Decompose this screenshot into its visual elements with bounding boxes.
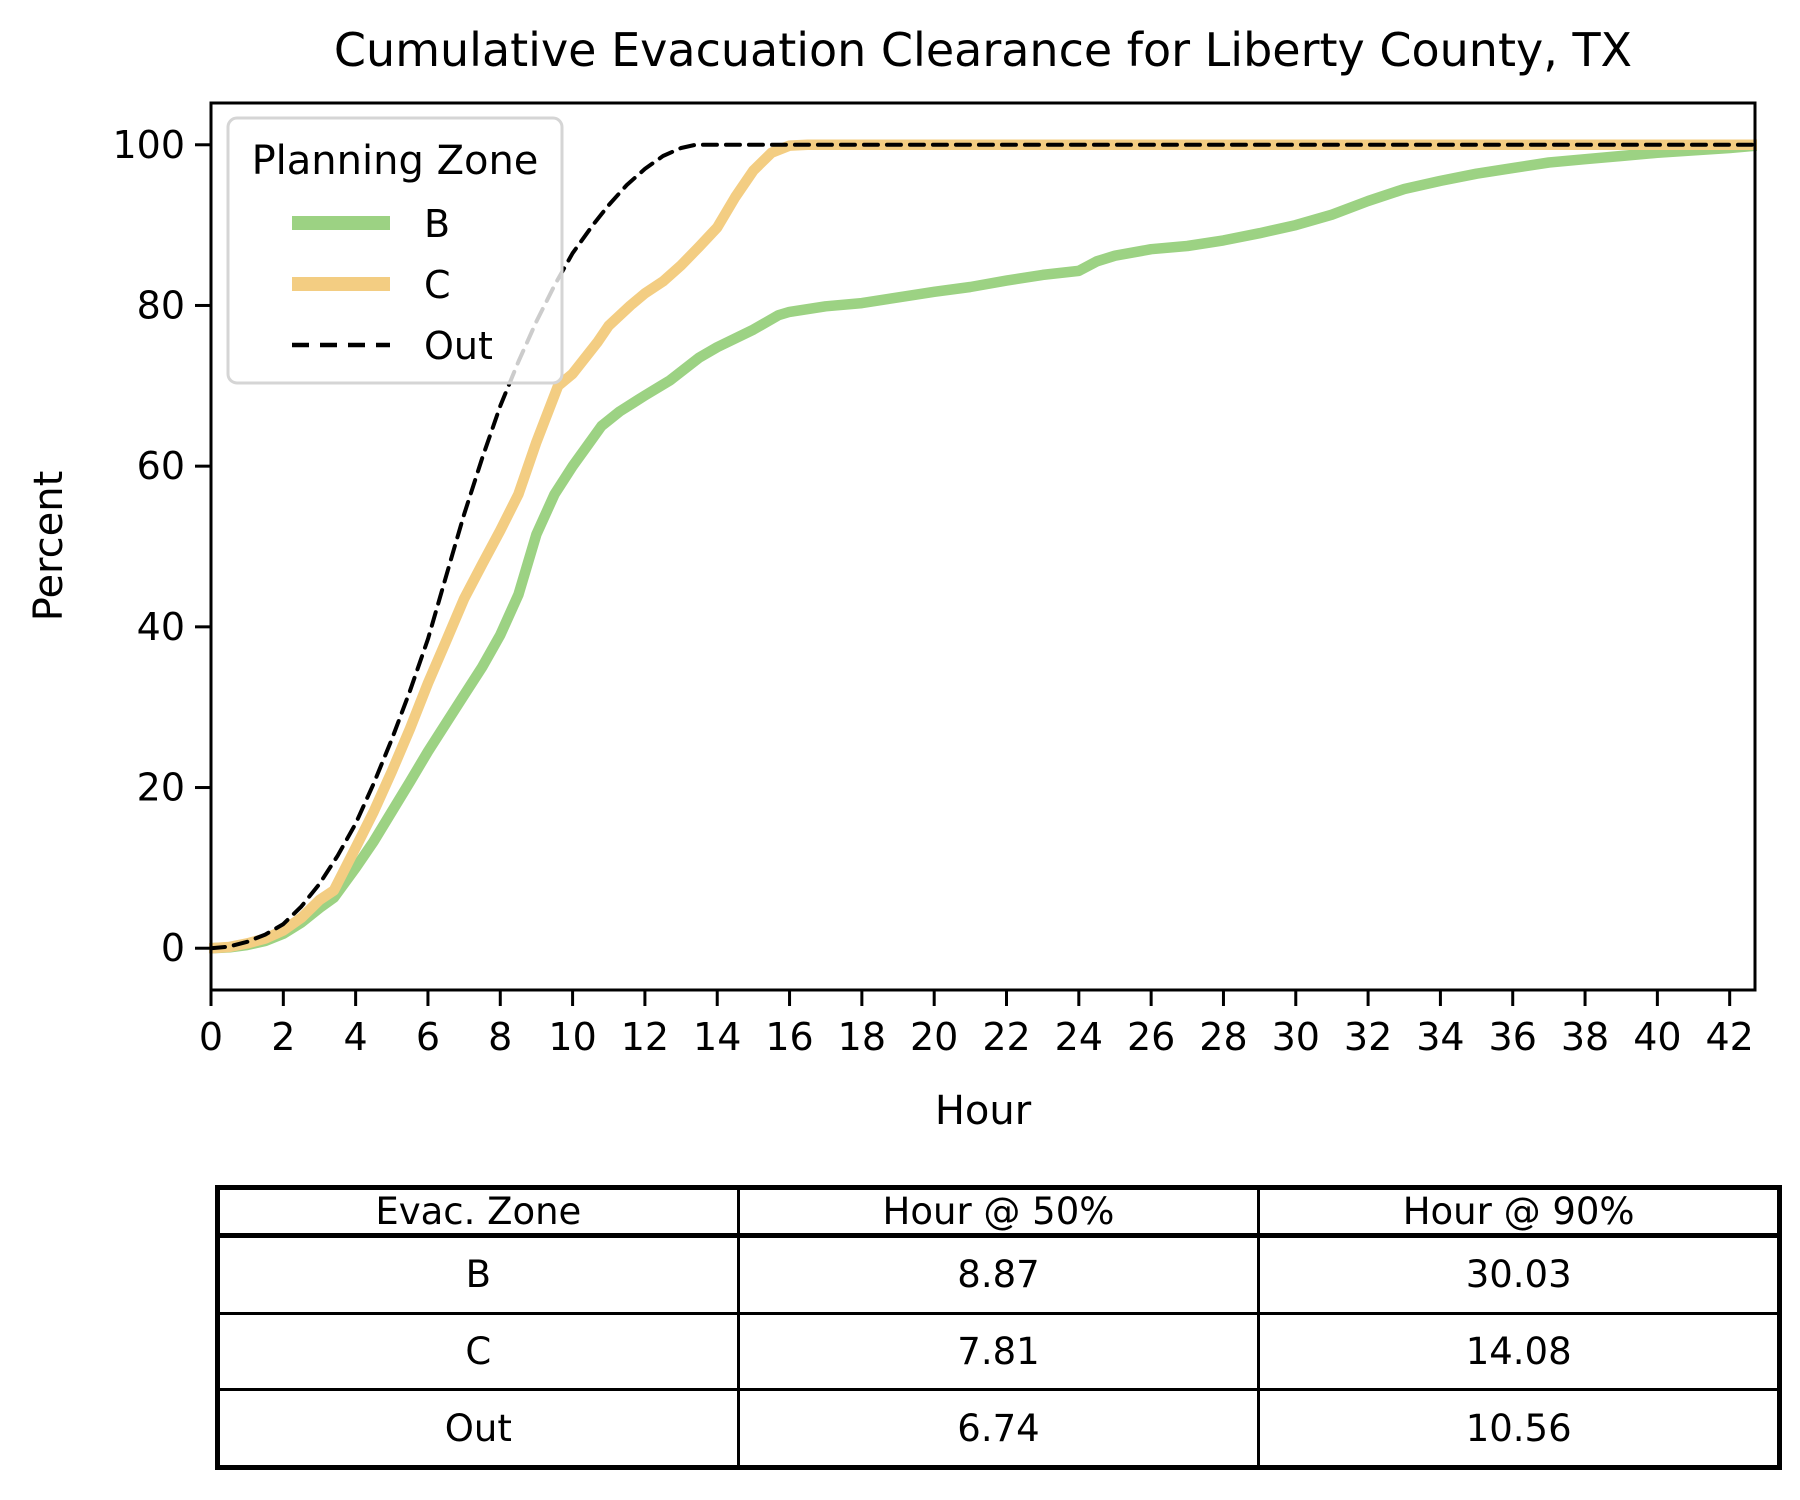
- table-header-row: Evac. Zone Hour @ 50% Hour @ 90%: [216, 1186, 1781, 1238]
- x-tick-label: 32: [1344, 1015, 1392, 1059]
- x-tick-label: 42: [1706, 1015, 1754, 1059]
- table-header-cell: Evac. Zone: [216, 1186, 740, 1238]
- table-header-cell: Hour @ 90%: [1257, 1186, 1781, 1238]
- legend: Planning Zone BC Out: [226, 116, 564, 385]
- x-tick-label: 26: [1127, 1015, 1175, 1059]
- legend-box: [226, 116, 564, 385]
- y-tick-label: 0: [161, 926, 185, 970]
- x-tick-label: 6: [416, 1015, 440, 1059]
- y-axis-ticks: 0 20 40 60 80 100: [112, 123, 211, 970]
- x-tick-label: 30: [1272, 1015, 1320, 1059]
- legend-entries: BC Out: [292, 202, 493, 368]
- legend-label-c: C: [424, 263, 451, 307]
- x-tick-label: 8: [488, 1015, 512, 1059]
- table-cell: 7.81: [736, 1311, 1261, 1392]
- table-row: C 7.81 14.08: [216, 1311, 1781, 1392]
- x-axis-label: Hour: [935, 1088, 1032, 1134]
- table-cell: Out: [216, 1388, 740, 1469]
- legend-label-b: B: [424, 202, 450, 246]
- x-tick-label: 20: [910, 1015, 958, 1059]
- series-line-out: [209, 142, 1757, 951]
- table-cell: 14.08: [1257, 1311, 1781, 1392]
- plot-border: [209, 101, 1757, 992]
- x-tick-label: 16: [765, 1015, 813, 1059]
- x-tick-label: 14: [693, 1015, 741, 1059]
- x-tick-label: 4: [344, 1015, 368, 1059]
- table-row: Out 6.74 10.56: [216, 1388, 1781, 1469]
- x-tick-label: 0: [199, 1015, 223, 1059]
- x-tick-label: 28: [1199, 1015, 1247, 1059]
- y-tick-label: 60: [137, 444, 185, 488]
- curves-layer: [209, 139, 1757, 954]
- y-axis-label: Percent: [26, 471, 72, 622]
- table-row: B 8.87 30.03: [216, 1234, 1781, 1315]
- x-tick-label: 10: [548, 1015, 596, 1059]
- table-cell: 8.87: [736, 1234, 1261, 1315]
- table-header: Evac. Zone Hour @ 50% Hour @ 90%: [216, 1186, 1781, 1238]
- table-cell: 10.56: [1257, 1388, 1781, 1469]
- chart-title: Cumulative Evacuation Clearance for Libe…: [334, 23, 1632, 77]
- x-tick-label: 24: [1055, 1015, 1103, 1059]
- table-cell: B: [216, 1234, 740, 1315]
- y-tick-label: 100: [112, 123, 185, 167]
- x-tick-label: 36: [1489, 1015, 1537, 1059]
- series-line-b: [209, 140, 1757, 954]
- x-tick-label: 2: [271, 1015, 295, 1059]
- table-cell: C: [216, 1311, 740, 1392]
- y-tick-label: 40: [137, 605, 185, 649]
- table-body: B 8.87 30.03 C 7.81 14.08 Out 6.74 10.56: [216, 1234, 1781, 1469]
- series-line-c: [209, 139, 1757, 954]
- x-tick-label: 38: [1561, 1015, 1609, 1059]
- y-tick-label: 80: [137, 283, 185, 327]
- table-cell: 6.74: [736, 1388, 1261, 1469]
- y-tick-label: 20: [137, 766, 185, 810]
- axes-layer: 0 2 4 6 8 10 12 14 16 18 20 22 24 26 28 30 32 34 36 38 40 42 …: [26, 101, 1757, 1134]
- x-tick-label: 22: [982, 1015, 1030, 1059]
- x-tick-label: 12: [621, 1015, 669, 1059]
- x-tick-label: 34: [1416, 1015, 1464, 1059]
- x-tick-label: 40: [1633, 1015, 1681, 1059]
- table-cell: 30.03: [1257, 1234, 1781, 1315]
- x-axis-ticks: 0 2 4 6 8 10 12 14 16 18 20 22 24 26 28 30 32 34 36 38 40 42: [199, 990, 1754, 1059]
- clearance-summary-table: Evac. Zone Hour @ 50% Hour @ 90% B 8.87 30.0…: [215, 1185, 1782, 1470]
- x-tick-label: 18: [838, 1015, 886, 1059]
- legend-title: Planning Zone: [252, 138, 539, 184]
- table-header-cell: Hour @ 50%: [736, 1186, 1261, 1238]
- legend-label-out: Out: [424, 324, 493, 368]
